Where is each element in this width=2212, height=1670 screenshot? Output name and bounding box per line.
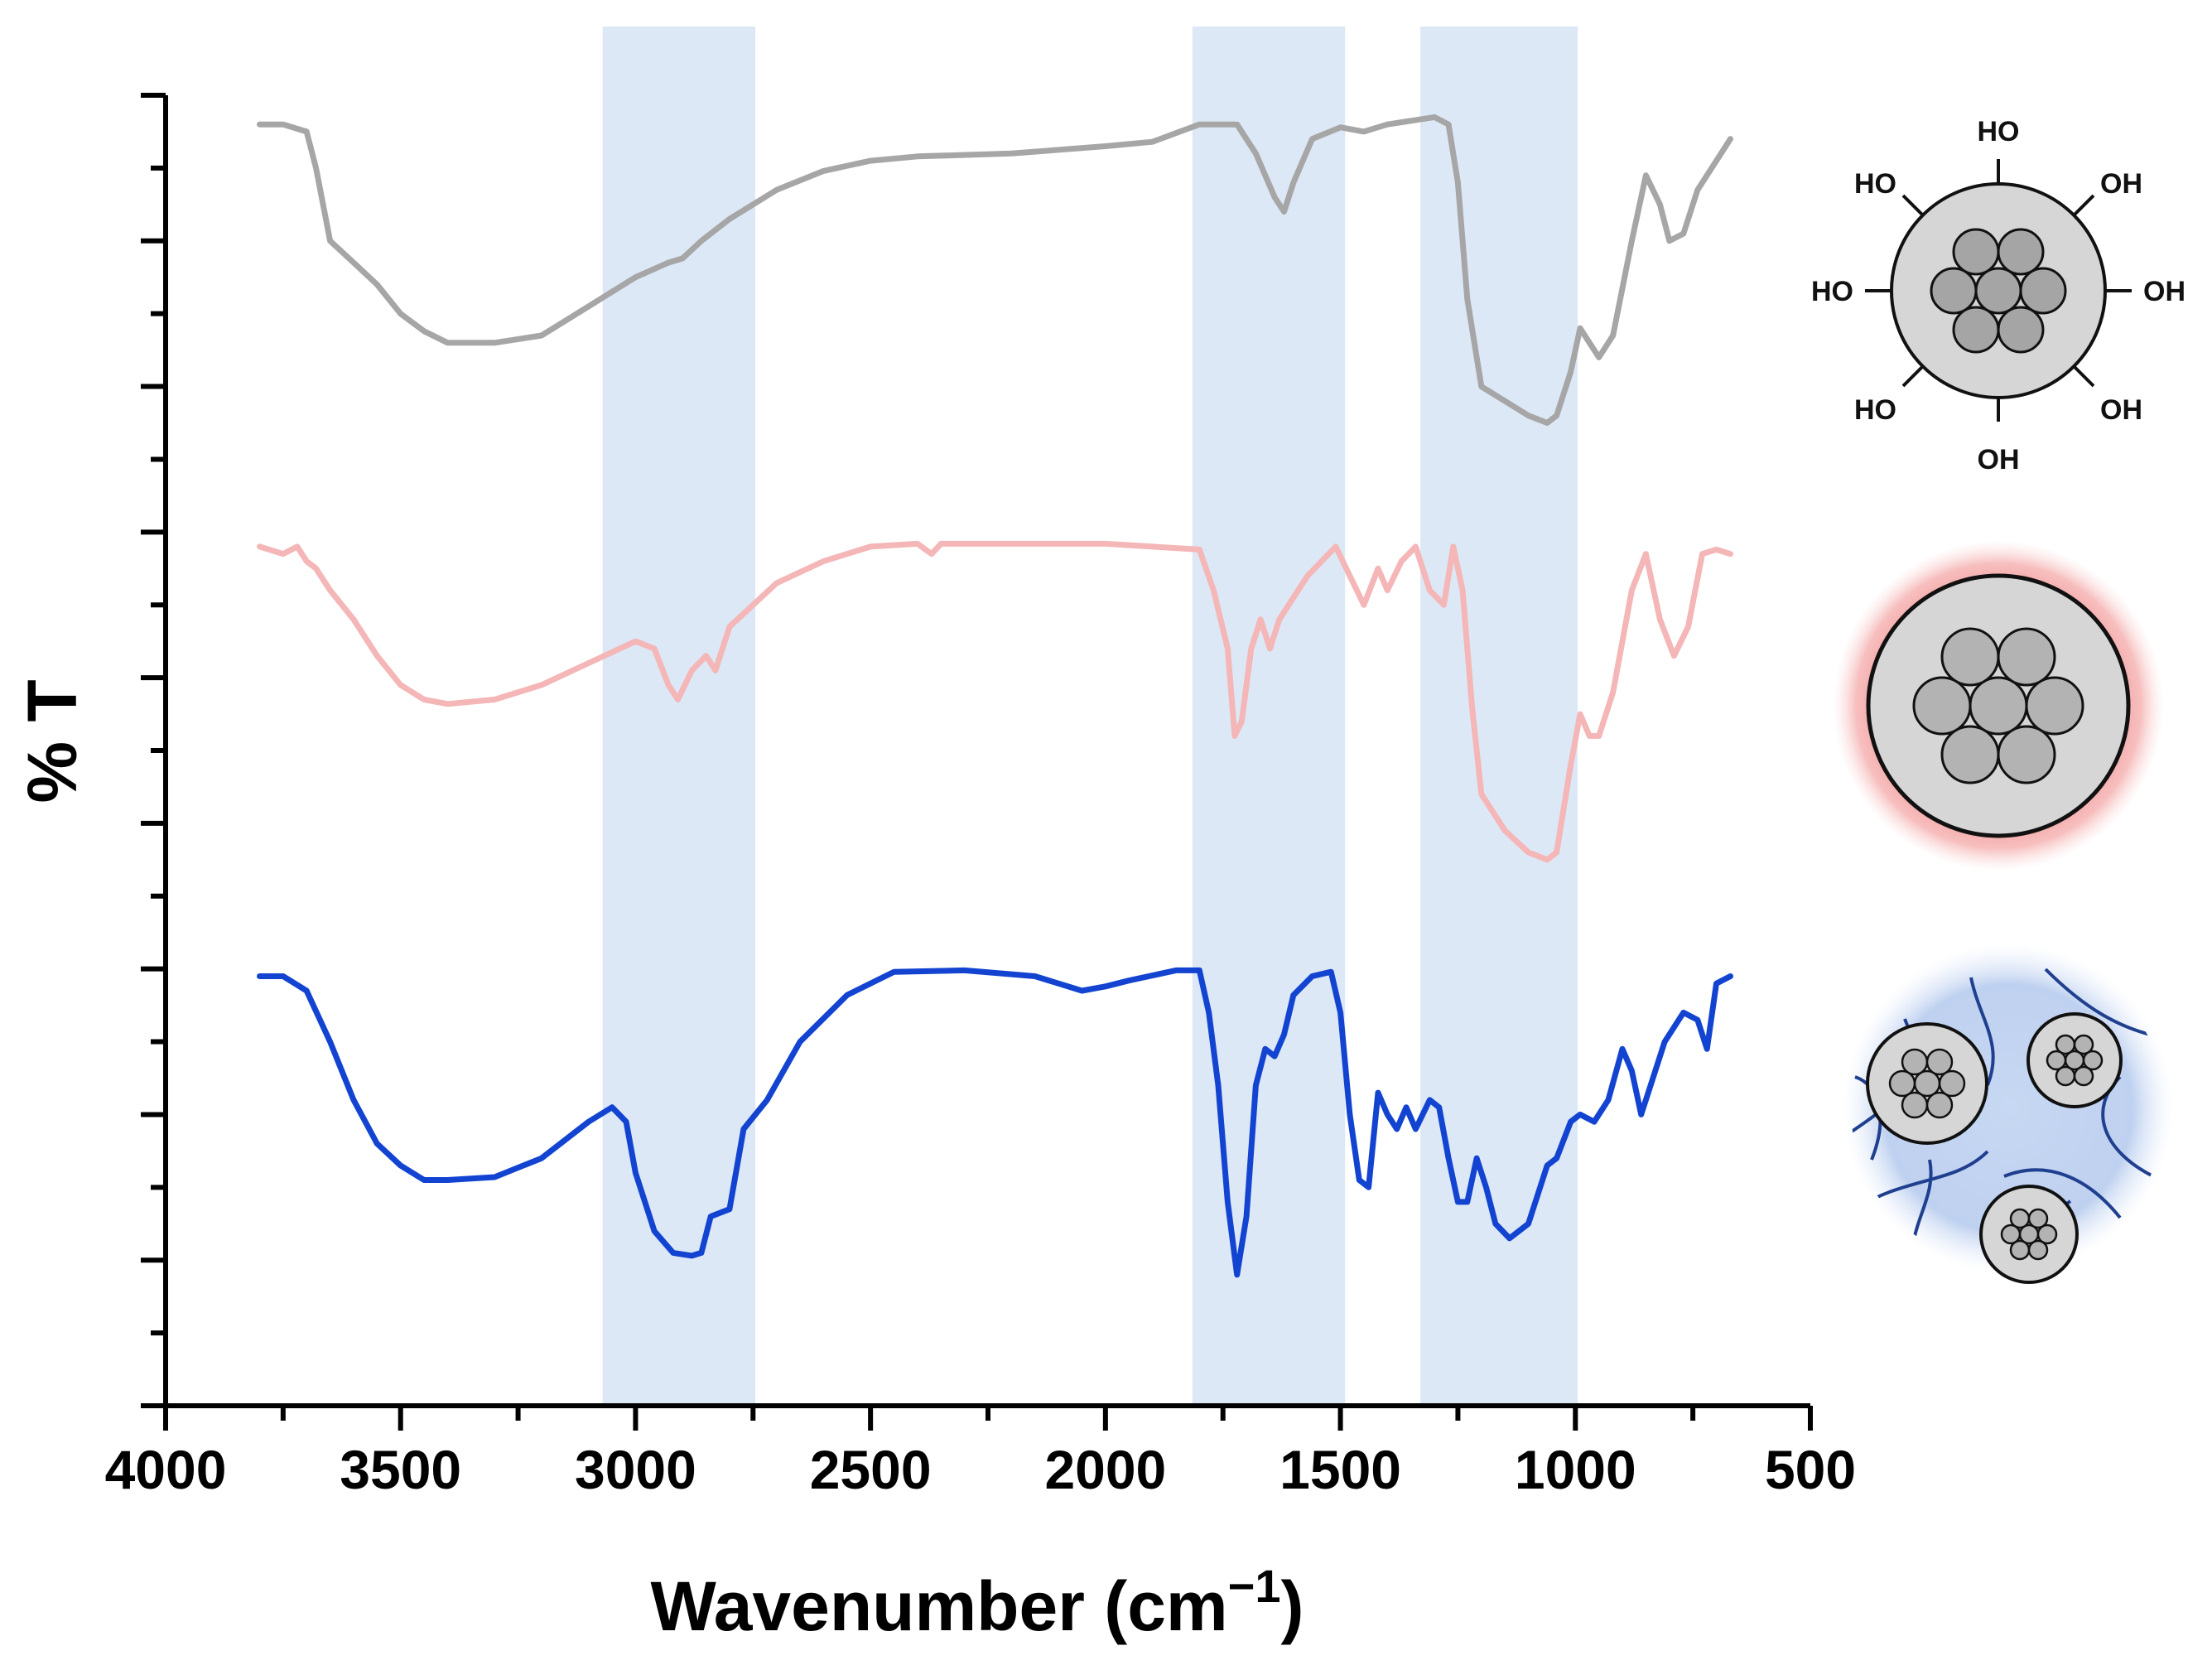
x-tick-label: 4000 [105,1439,227,1500]
hydroxylated-nanoparticle-icon: HO OH OH OH OH HO HO HO [1811,116,2185,475]
hydroxyl-label-lower-left: HO [1854,394,1896,426]
series-line-2 [257,967,1733,1278]
spectra-series [257,113,1733,1278]
hydroxyl-label-lower-right: OH [2100,394,2142,426]
x-tick-label: 3500 [340,1439,461,1500]
hydroxyl-label-bottom: OH [1978,444,2020,475]
x-tick-label: 2500 [810,1439,932,1500]
highlight-band-2 [1420,27,1578,1406]
series-line-1 [257,540,1733,863]
hydroxyl-label-top: HO [1978,116,2020,147]
hydroxyl-label-right: OH [2143,276,2185,307]
x-tick-label: 3000 [575,1439,696,1500]
x-tick-label: 500 [1765,1439,1856,1500]
highlight-bands [602,27,1578,1406]
x-axis-title-close: ) [1280,1567,1304,1645]
x-tick-label: 1500 [1279,1439,1401,1500]
axes: 4000 3500 3000 2500 2000 1500 1000 500 [105,93,1856,1500]
x-tick-label: 2000 [1044,1439,1166,1500]
hydroxyl-label-upper-right: OH [2100,168,2142,200]
y-axis-title: % T [13,679,91,803]
series-line-0 [257,113,1733,426]
x-tick-label: 1000 [1515,1439,1636,1500]
highlight-band-0 [602,27,756,1406]
hydroxyl-label-left: HO [1811,276,1853,307]
hydroxyl-label-upper-left: HO [1854,168,1896,200]
x-axis-title-text: Wavenumber (cm [651,1567,1228,1645]
coated-nanoparticle-icon [1833,540,2164,871]
x-axis-title: Wavenumber (cm−1) [651,1560,1304,1645]
nanocomposite-network-icon [1843,943,2174,1284]
highlight-band-1 [1192,27,1346,1406]
x-axis-title-superscript: −1 [1228,1560,1281,1612]
